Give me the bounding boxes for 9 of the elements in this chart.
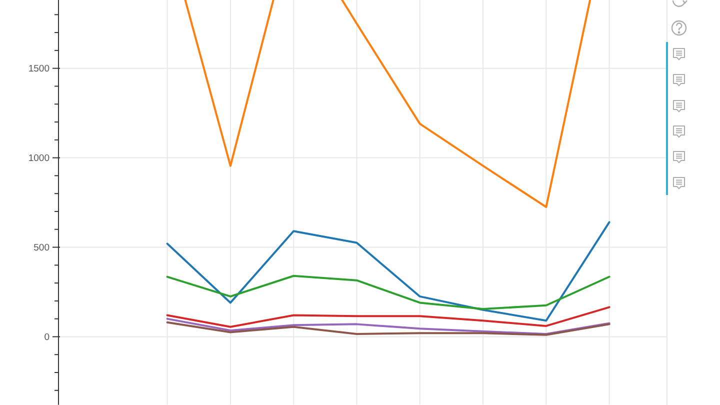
y-tick-label: 1000 (28, 153, 50, 164)
line-series (166, 321, 610, 336)
line-series (166, 306, 610, 328)
y-tick-label: 500 (34, 242, 50, 254)
line-series (166, 221, 610, 322)
y-tick-label: 0 (44, 332, 50, 344)
line-series (166, 318, 610, 336)
y-tick-label: 1500 (28, 64, 50, 75)
line-series (166, 274, 610, 310)
